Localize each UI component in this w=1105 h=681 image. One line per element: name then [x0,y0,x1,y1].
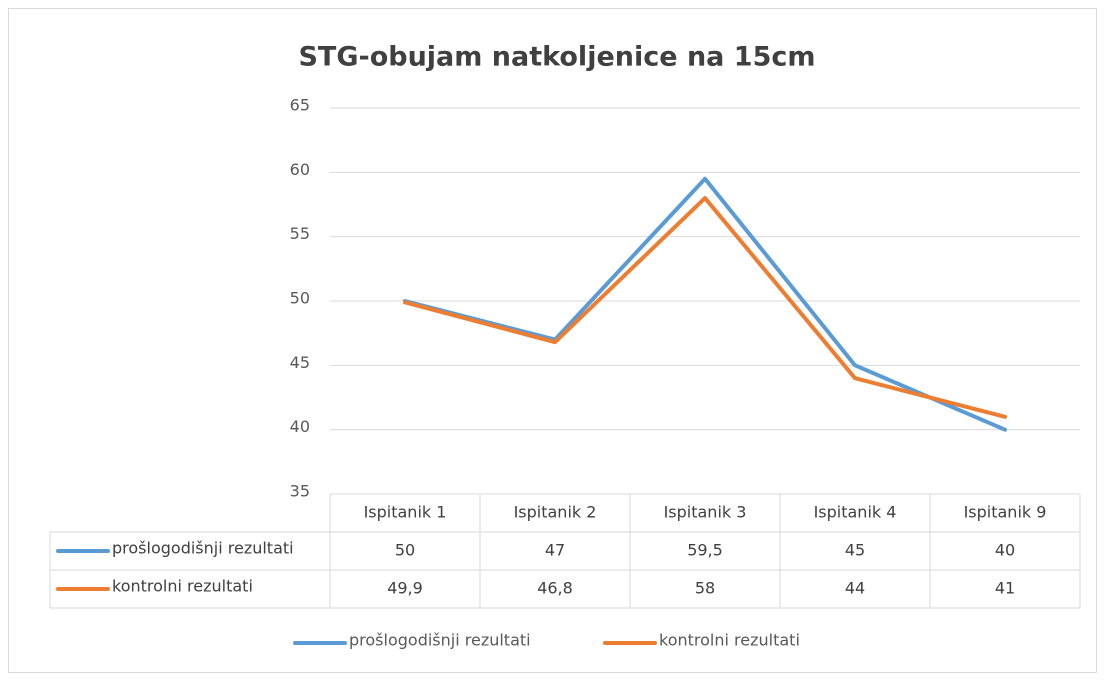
y-tick-label: 50 [290,289,310,308]
series-line [403,196,1007,419]
x-tick-label: Ispitanik 3 [664,503,747,522]
x-tick-label: Ispitanik 1 [364,503,447,522]
table-value: 50 [395,541,415,560]
y-tick-label: 60 [290,160,310,179]
table-value: 44 [845,579,865,598]
y-tick-label: 45 [290,353,310,372]
table-value: 47 [545,541,565,560]
y-tick-label: 40 [290,417,310,436]
x-tick-label: Ispitanik 9 [964,503,1047,522]
table-row-label: prošlogodišnji rezultati [112,539,294,558]
table-value: 41 [995,579,1015,598]
x-tick-label: Ispitanik 2 [514,503,597,522]
table-row-label: kontrolni rezultati [112,577,253,596]
chart-title: STG-obujam natkoljenice na 15cm [298,42,815,73]
series-line [403,176,1007,432]
table-value: 59,5 [687,541,723,560]
table-value: 40 [995,541,1015,560]
x-tick-label: Ispitanik 4 [814,503,897,522]
table-value: 45 [845,541,865,560]
legend-label: prošlogodišnji rezultati [349,631,531,650]
y-tick-label: 65 [290,96,310,115]
table-value: 49,9 [387,579,423,598]
table-value: 58 [695,579,715,598]
table-value: 46,8 [537,579,573,598]
y-tick-label: 55 [290,224,310,243]
y-tick-label: 35 [290,482,310,501]
legend-label: kontrolni rezultati [659,631,800,650]
